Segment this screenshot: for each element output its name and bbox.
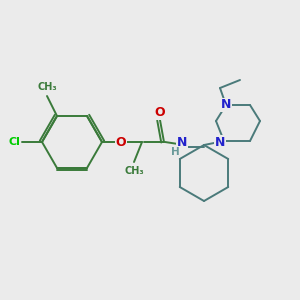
Text: N: N xyxy=(177,136,187,149)
Text: O: O xyxy=(116,136,126,148)
Text: Cl: Cl xyxy=(8,137,20,147)
Text: CH₃: CH₃ xyxy=(124,166,144,176)
Text: H: H xyxy=(171,147,179,157)
Text: O: O xyxy=(155,106,165,119)
Text: CH₃: CH₃ xyxy=(37,82,57,92)
Text: N: N xyxy=(221,98,231,112)
Text: N: N xyxy=(215,136,225,148)
